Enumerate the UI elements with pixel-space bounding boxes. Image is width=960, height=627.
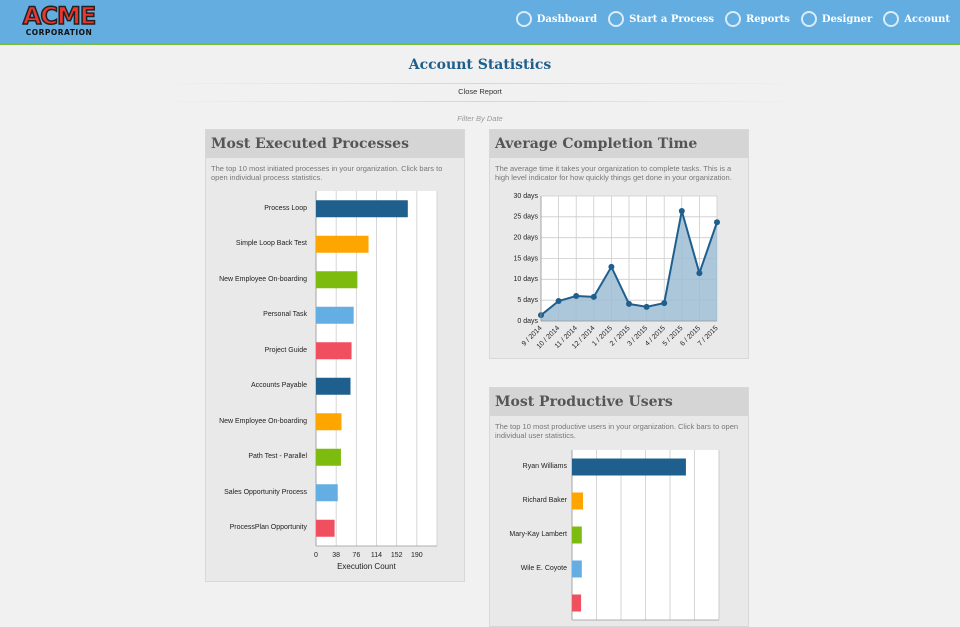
x-tick-label: 114 [371, 552, 382, 559]
nav-reports[interactable]: Reports [725, 11, 790, 27]
logo-subtitle: CORPORATION [25, 28, 93, 37]
bar[interactable] [572, 492, 584, 510]
bar[interactable] [572, 560, 582, 578]
y-tick-label: 25 days [513, 214, 538, 221]
nav-label: Designer [821, 13, 873, 25]
panel-title: Average Completion Time [490, 130, 748, 158]
category-label: Simple Loop Back Test [235, 240, 307, 248]
category-label: Wile E. Coyote [520, 565, 567, 572]
bar[interactable] [572, 594, 582, 612]
y-tick-label: 30 days [513, 193, 538, 200]
bar[interactable] [316, 342, 352, 360]
x-axis-label: Execution Count [337, 562, 396, 571]
bar[interactable] [316, 200, 408, 218]
filter-by-date[interactable]: Filter By Date [457, 114, 503, 123]
category-label: Mary-Kay Lambert [509, 531, 567, 538]
y-tick-label: 10 days [513, 276, 538, 283]
divider [150, 101, 810, 102]
y-tick-label: 5 days [517, 297, 538, 304]
category-label: Accounts Payable [250, 382, 307, 390]
category-label: Sales Opportunity Process [224, 488, 307, 496]
nav-icon [800, 11, 817, 27]
nav-start-process[interactable]: Start a Process [608, 11, 714, 27]
logo-title: ACME [22, 2, 97, 30]
x-tick-label: 190 [411, 552, 423, 559]
point [590, 293, 597, 300]
chart: 0 38 76 114 152 190 Execution Count [314, 191, 438, 571]
category-label: Process Loop [264, 204, 307, 212]
nav-icon [883, 11, 900, 27]
panel-description: The top 10 most productive users in your… [495, 422, 739, 440]
panel: Average Completion Time The average time… [489, 129, 749, 359]
bar[interactable] [572, 458, 686, 476]
panel-title: Most Executed Processes [206, 130, 464, 158]
x-tick-label: 38 [332, 552, 340, 559]
x-tick-label: 0 [314, 552, 318, 559]
nav-label: Start a Process [629, 13, 714, 25]
y-tick-label: 0 days [517, 318, 538, 325]
category-label: Path Test - Parallel [248, 453, 307, 461]
close-report[interactable]: Close Report [458, 87, 502, 96]
panel: Most Executed Processes The top 10 most … [205, 129, 465, 582]
point [643, 303, 650, 310]
chart [571, 450, 720, 621]
nav-dashboard[interactable]: Dashboard [515, 11, 598, 27]
point [714, 219, 720, 226]
panel-title: Most Productive Users [490, 388, 748, 416]
bar[interactable] [316, 484, 338, 502]
bar[interactable] [316, 519, 335, 537]
point [555, 298, 562, 304]
top-bar: ACME CORPORATION Dashboard Start a Proce… [0, 0, 960, 45]
category-label: New Employee On-boarding [219, 417, 307, 425]
nav-account[interactable]: Account [883, 11, 950, 27]
x-tick-label: 152 [391, 552, 403, 559]
point [608, 263, 615, 270]
logo[interactable]: ACME CORPORATION [17, 2, 101, 37]
bar[interactable] [316, 448, 341, 466]
nav-icon [725, 11, 741, 27]
area [541, 211, 717, 321]
point [626, 300, 632, 307]
y-tick-label: 15 days [513, 255, 538, 262]
panel: Most Productive Users The top 10 most pr… [489, 387, 749, 627]
point [573, 293, 580, 299]
bar[interactable] [316, 306, 354, 324]
category-label: Project Guide [264, 346, 307, 354]
nav-label: Dashboard [536, 13, 598, 25]
panel-description: The average time it takes your organizat… [495, 164, 732, 182]
bar[interactable] [572, 526, 582, 544]
point [661, 300, 668, 307]
nav-label: Account [904, 13, 950, 25]
bar[interactable] [316, 377, 351, 395]
point [696, 270, 703, 277]
category-label: Ryan Williams [522, 463, 567, 470]
nav-icon [515, 11, 532, 27]
nav-label: Reports [746, 13, 790, 25]
bar[interactable] [316, 271, 358, 289]
nav-designer[interactable]: Designer [800, 11, 873, 27]
category-label: New Employee On-boarding [219, 275, 307, 283]
category-label: Richard Baker [522, 497, 567, 504]
nav-icon [608, 11, 625, 27]
bar[interactable] [316, 413, 342, 431]
y-tick-label: 20 days [513, 235, 538, 242]
point [678, 208, 685, 214]
page-title: Account Statistics [408, 57, 552, 73]
x-tick-label: 76 [352, 552, 360, 559]
panel-description: The top 10 most initiated processes in y… [211, 164, 443, 182]
divider [150, 83, 810, 84]
nav: Dashboard Start a Process Reports Design… [515, 11, 950, 27]
category-label: ProcessPlan Opportunity [229, 524, 307, 532]
bar[interactable] [316, 235, 369, 253]
category-label: Personal Task [263, 311, 307, 319]
